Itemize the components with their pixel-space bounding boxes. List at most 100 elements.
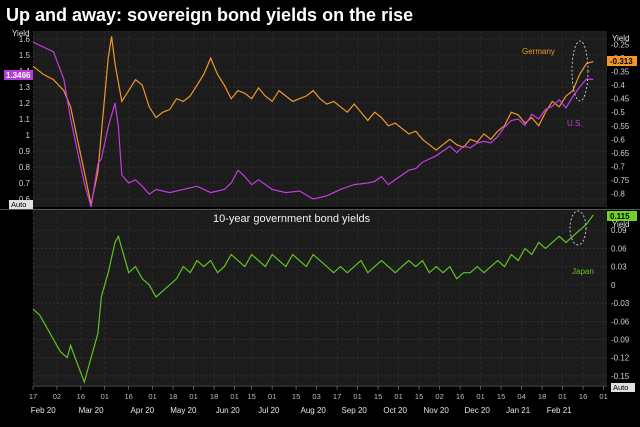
x-day-label: 01 bbox=[268, 392, 276, 401]
top-left-tick-label: 0.7 bbox=[19, 179, 31, 188]
x-month-label: Feb 21 bbox=[547, 406, 572, 415]
top-right-tick-label: -0.65 bbox=[611, 149, 630, 158]
x-month-label: Jul 20 bbox=[258, 406, 280, 415]
x-month-label: May 20 bbox=[170, 406, 197, 415]
bottom-right-tick-label: -0.15 bbox=[611, 372, 630, 381]
top-left-tick-label: 1.1 bbox=[19, 115, 31, 124]
auto-button-top[interactable] bbox=[9, 200, 33, 209]
x-day-label: 16 bbox=[456, 392, 464, 401]
badge-japan-value: 0.115 bbox=[610, 212, 630, 221]
top-right-axis: -0.25-0.3-0.35-0.4-0.45-0.5-0.55-0.6-0.6… bbox=[611, 41, 630, 199]
top-right-tick-label: -0.8 bbox=[611, 189, 625, 198]
top-right-tick-label: -0.55 bbox=[611, 122, 630, 131]
top-right-axis-title: Yield bbox=[612, 34, 630, 43]
x-month-label: Apr 20 bbox=[131, 406, 155, 415]
x-day-label: 03 bbox=[312, 392, 320, 401]
x-day-label: 01 bbox=[394, 392, 402, 401]
x-day-label: 18 bbox=[169, 392, 177, 401]
x-day-label: 17 bbox=[29, 392, 37, 401]
x-day-label: 01 bbox=[353, 392, 361, 401]
x-month-label: Dec 20 bbox=[464, 406, 490, 415]
x-day-label: 01 bbox=[476, 392, 484, 401]
top-highlight-ellipse bbox=[571, 40, 589, 102]
bottom-right-tick-label: -0.12 bbox=[611, 354, 630, 363]
x-day-label: 15 bbox=[497, 392, 505, 401]
x-day-label: 01 bbox=[189, 392, 197, 401]
top-right-tick-label: -0.35 bbox=[611, 68, 630, 77]
bottom-right-tick-label: 0.06 bbox=[611, 244, 627, 253]
top-left-tick-label: 1.5 bbox=[19, 51, 31, 60]
top-right-tick-label: -0.45 bbox=[611, 95, 630, 104]
x-day-label: 15 bbox=[374, 392, 382, 401]
annotation-japan: Japan bbox=[572, 267, 594, 276]
x-day-label: 16 bbox=[124, 392, 132, 401]
badge-us-value: 1.3466 bbox=[6, 71, 31, 80]
series-line-japan bbox=[32, 214, 594, 384]
bottom-chart-title: 10-year government bond yields bbox=[213, 213, 371, 225]
top-right-tick-label: -0.25 bbox=[611, 41, 630, 50]
x-day-label: 04 bbox=[517, 392, 525, 401]
top-left-axis-title: Yield bbox=[12, 29, 30, 38]
top-right-tick-label: -0.6 bbox=[611, 135, 625, 144]
top-left-axis: 1.61.51.41.31.21.110.90.80.70.6 bbox=[19, 35, 31, 204]
bottom-right-axis: 0.09 0.06 0.03 0 -0.03 -0.06 -0.09 -0.12 -0.15 bbox=[611, 226, 630, 381]
top-left-tick-label: 1.3 bbox=[19, 83, 31, 92]
annotation-us: U.S. bbox=[567, 119, 583, 128]
top-right-tick-label: -0.7 bbox=[611, 162, 625, 171]
x-month-label: Oct 20 bbox=[383, 406, 407, 415]
annotation-germany: Germany bbox=[522, 47, 555, 56]
top-left-tick-label: 0.8 bbox=[19, 163, 31, 172]
x-day-label: 15 bbox=[292, 392, 300, 401]
x-month-label: Mar 20 bbox=[79, 406, 104, 415]
page-title: Up and away: sovereign bond yields on th… bbox=[0, 0, 640, 30]
bottom-right-tick-label: 0.03 bbox=[611, 263, 627, 272]
x-day-label: 18 bbox=[210, 392, 218, 401]
top-right-tick-label: -0.5 bbox=[611, 108, 625, 117]
x-month-label: Jan 21 bbox=[506, 406, 531, 415]
bottom-right-tick-label: 0.09 bbox=[611, 226, 627, 235]
x-day-label: 01 bbox=[230, 392, 238, 401]
x-day-label: 15 bbox=[415, 392, 423, 401]
bottom-right-tick-label: 0 bbox=[611, 281, 616, 290]
bottom-right-tick-label: -0.06 bbox=[611, 317, 630, 326]
x-day-label: 16 bbox=[77, 392, 85, 401]
x-month-label: Jun 20 bbox=[216, 406, 241, 415]
x-day-label: 16 bbox=[579, 392, 587, 401]
badge-japan bbox=[607, 211, 637, 221]
bottom-grid bbox=[32, 212, 607, 385]
bottom-right-tick-label: -0.03 bbox=[611, 299, 630, 308]
badge-us bbox=[4, 70, 33, 80]
x-day-label: 01 bbox=[558, 392, 566, 401]
top-left-tick-label: 0.6 bbox=[19, 195, 31, 204]
top-left-tick-label: 0.9 bbox=[19, 147, 31, 156]
top-left-tick-label: 1.6 bbox=[19, 35, 31, 44]
x-day-label: 15 bbox=[247, 392, 255, 401]
series-line-us bbox=[32, 41, 594, 208]
top-right-tick-label: -0.75 bbox=[611, 176, 630, 185]
top-left-tick-label: 1.2 bbox=[19, 99, 31, 108]
auto-button-bottom[interactable] bbox=[611, 383, 635, 392]
x-month-label: Nov 20 bbox=[423, 406, 449, 415]
auto-button-top-label: Auto bbox=[11, 200, 26, 209]
auto-button-bottom-label: Auto bbox=[613, 383, 628, 392]
bottom-right-tick-label: -0.09 bbox=[611, 335, 630, 344]
badge-germany bbox=[607, 56, 637, 66]
x-day-label: 01 bbox=[599, 392, 607, 401]
bottom-highlight-ellipse bbox=[569, 210, 587, 246]
x-day-label: 18 bbox=[538, 392, 546, 401]
badge-germany-value: -0.313 bbox=[610, 57, 633, 66]
x-month-label: Sep 20 bbox=[341, 406, 367, 415]
x-axis: 17 02 16 01 16 01 18 01 18 01 15 01 15 03 17 01 15 01 15 02… bbox=[29, 385, 608, 415]
bottom-right-axis-title: Yield bbox=[612, 220, 630, 229]
x-month-label: Feb 20 bbox=[31, 406, 56, 415]
x-day-label: 02 bbox=[435, 392, 443, 401]
x-day-label: 01 bbox=[148, 392, 156, 401]
top-left-tick-label: 1 bbox=[26, 131, 31, 140]
x-day-label: 02 bbox=[53, 392, 61, 401]
top-right-tick-label: -0.4 bbox=[611, 81, 625, 90]
x-day-label: 17 bbox=[333, 392, 341, 401]
bottom-plot-area bbox=[33, 210, 607, 385]
series-line-germany bbox=[32, 36, 594, 205]
x-day-label: 01 bbox=[101, 392, 109, 401]
